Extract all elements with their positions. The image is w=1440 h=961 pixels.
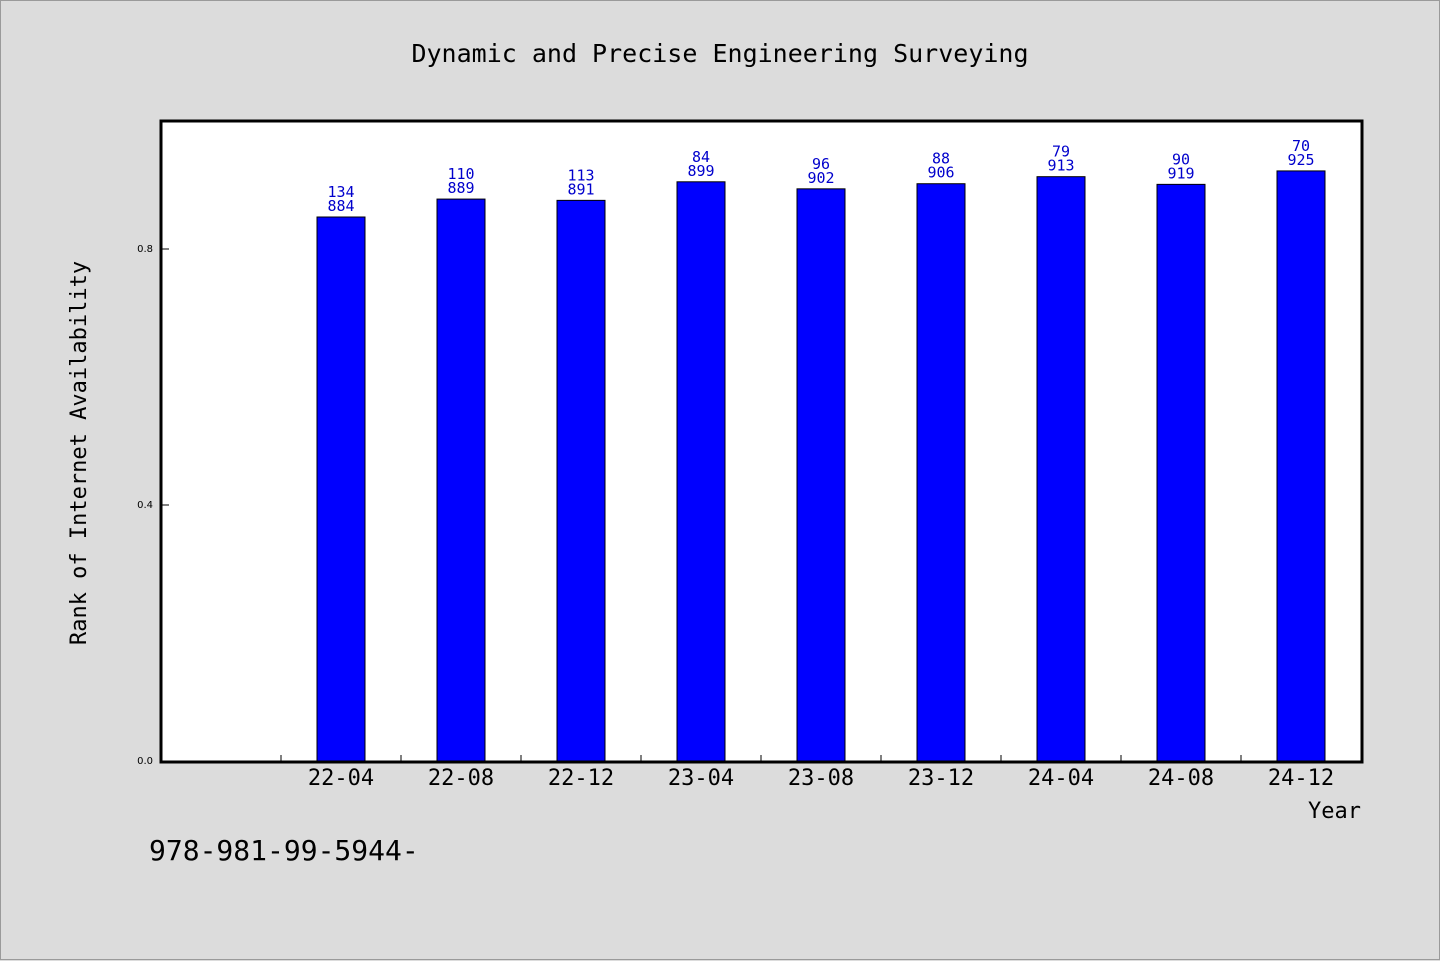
x-tick-label-23-12: 23-12 (908, 766, 974, 791)
bar-23-12 (916, 183, 966, 762)
data-label-bottom-24-12: 925 (1287, 151, 1314, 169)
data-label-bottom-23-08: 902 (807, 169, 834, 187)
data-label-top-23-12: 88 (932, 150, 950, 168)
data-label-top-23-04: 84 (692, 148, 710, 166)
chart-title: Dynamic and Precise Engineering Surveyin… (411, 39, 1028, 68)
bar-22-12 (556, 199, 606, 762)
data-label-bottom-22-04: 884 (327, 197, 354, 215)
footnote-isbn: 978-981-99-5944- (149, 834, 419, 867)
bar-24-08 (1156, 183, 1206, 762)
x-tick-label-24-04: 24-04 (1028, 766, 1094, 791)
bar-22-08 (436, 198, 486, 762)
bar-22-04 (316, 216, 366, 762)
x-axis-title: Year (1308, 799, 1361, 824)
data-label-top-22-04: 134 (327, 183, 354, 201)
data-label-bottom-24-08: 919 (1167, 164, 1194, 182)
x-axis: 22-04 22-08 22-12 23-04 23-08 23-12 24-04 24-08… (280, 755, 1334, 791)
y-axis-title: Rank of Internet Availability (67, 261, 92, 645)
data-label-top-24-12: 70 (1292, 137, 1310, 155)
y-axis: 0.0 0.4 0.8 (137, 244, 169, 767)
x-tick-label-22-12: 22-12 (548, 766, 614, 791)
data-label-top-22-12: 113 (567, 166, 594, 184)
x-tick-label-22-04: 22-04 (308, 766, 374, 791)
y-tick-label: 0.4 (137, 500, 153, 511)
x-tick-label-23-04: 23-04 (668, 766, 734, 791)
x-tick-label-23-08: 23-08 (788, 766, 854, 791)
bar-24-04 (1036, 176, 1086, 762)
y-tick-label: 0.8 (137, 244, 153, 255)
data-label-top-23-08: 96 (812, 155, 830, 173)
bar-23-04 (676, 181, 726, 762)
data-label-top-22-08: 110 (447, 165, 474, 183)
data-label-bottom-23-12: 906 (927, 164, 954, 182)
x-tick-label-24-08: 24-08 (1148, 766, 1214, 791)
bar-24-12 (1276, 170, 1326, 762)
data-label-top-24-08: 90 (1172, 150, 1190, 168)
y-tick-label: 0.0 (137, 756, 153, 767)
data-label-bottom-22-12: 891 (567, 180, 594, 198)
bars-layer (316, 170, 1326, 762)
data-label-bottom-24-04: 913 (1047, 157, 1074, 175)
data-label-top-24-04: 79 (1052, 143, 1070, 161)
data-label-bottom-23-04: 899 (687, 162, 714, 180)
data-label-bottom-22-08: 889 (447, 179, 474, 197)
x-tick-label-24-12: 24-12 (1268, 766, 1334, 791)
bar-23-08 (796, 188, 846, 762)
x-tick-label-22-08: 22-08 (428, 766, 494, 791)
